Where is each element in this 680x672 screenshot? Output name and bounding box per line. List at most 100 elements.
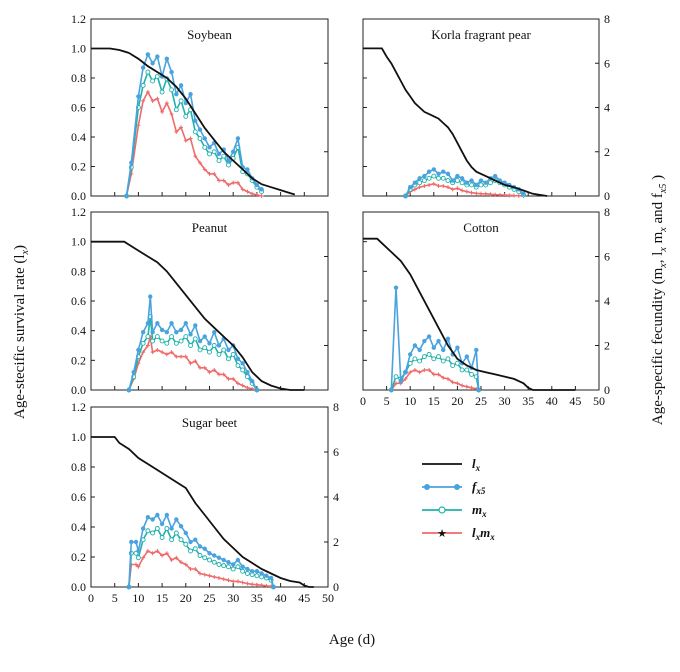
data-point-lxmx bbox=[240, 580, 245, 585]
data-point-lxmx bbox=[235, 579, 240, 584]
data-point-fx5 bbox=[455, 173, 460, 179]
data-point-fx5 bbox=[221, 557, 226, 563]
data-point-lxmx bbox=[193, 154, 198, 159]
y-tick-label: 1.2 bbox=[71, 12, 86, 26]
data-point-fx5 bbox=[183, 321, 188, 326]
data-point-fx5 bbox=[155, 54, 160, 59]
data-point-lxmx bbox=[207, 370, 212, 375]
data-point-fx5 bbox=[159, 327, 165, 333]
data-point-mx bbox=[145, 334, 151, 340]
data-point-lxmx bbox=[212, 574, 217, 579]
data-point-fx5 bbox=[245, 167, 250, 172]
data-point-fx5 bbox=[124, 193, 129, 199]
legend-marker bbox=[438, 506, 446, 514]
data-point-mx bbox=[230, 351, 236, 357]
data-point-lxmx bbox=[169, 350, 174, 355]
data-point-fx5 bbox=[164, 329, 170, 335]
data-point-lxmx bbox=[403, 376, 408, 381]
data-point-lxmx bbox=[516, 193, 521, 198]
data-point-mx bbox=[159, 338, 165, 344]
data-point-lxmx bbox=[245, 189, 250, 194]
panel-cotton: Cotton 0 2 4 6 8 0 5 10 15 20 25 30 35 40 45 50 bbox=[360, 205, 610, 408]
data-point-mx bbox=[183, 541, 189, 547]
data-point-lxmx bbox=[431, 181, 436, 186]
data-point-fx5 bbox=[235, 557, 241, 563]
data-point-mx bbox=[226, 356, 231, 362]
data-point-lxmx bbox=[145, 343, 150, 348]
data-point-fx5 bbox=[398, 378, 403, 384]
data-point-fx5 bbox=[436, 338, 441, 344]
data-point-lxmx bbox=[226, 182, 231, 187]
data-point-mx bbox=[436, 354, 441, 360]
data-point-fx5 bbox=[150, 517, 155, 522]
legend-label: mx bbox=[472, 502, 487, 519]
data-point-fx5 bbox=[469, 178, 474, 183]
data-point-fx5 bbox=[129, 539, 134, 545]
legend: lx fx5 mx ★ lxmx bbox=[422, 456, 495, 542]
data-point-fx5 bbox=[164, 512, 170, 518]
data-point-fx5 bbox=[197, 127, 203, 132]
y-tick-label: 0.0 bbox=[71, 383, 86, 397]
series-line-mx bbox=[128, 316, 258, 391]
y2-tick-label: 0 bbox=[604, 189, 610, 203]
data-point-fx5 bbox=[155, 321, 160, 326]
data-point-fx5 bbox=[174, 329, 179, 335]
data-point-fx5 bbox=[193, 323, 198, 328]
y-tick-label: 0.8 bbox=[71, 71, 86, 85]
data-point-lxmx bbox=[155, 347, 160, 352]
data-point-lxmx bbox=[150, 350, 155, 355]
x-tick-label: 15 bbox=[428, 394, 440, 408]
y-tick-label: 0.6 bbox=[71, 294, 86, 308]
data-point-lxmx bbox=[264, 583, 269, 588]
data-point-lxmx bbox=[188, 136, 193, 141]
legend-item: lx bbox=[422, 456, 481, 473]
data-point-mx bbox=[450, 363, 456, 368]
data-point-mx bbox=[188, 343, 193, 348]
data-point-fx5 bbox=[408, 352, 413, 357]
data-point-mx bbox=[436, 175, 441, 181]
data-point-mx bbox=[173, 530, 179, 536]
data-point-fx5 bbox=[254, 182, 260, 188]
data-point-mx bbox=[226, 162, 231, 168]
legend-marker bbox=[424, 484, 430, 490]
data-point-fx5 bbox=[231, 562, 236, 567]
data-point-fx5 bbox=[145, 52, 151, 57]
data-point-fx5 bbox=[150, 329, 155, 335]
plot-frame bbox=[90, 211, 329, 391]
y-tick-label: 0.8 bbox=[71, 460, 86, 474]
data-point-fx5 bbox=[216, 343, 222, 348]
y2-tick-label: 8 bbox=[604, 12, 610, 26]
data-point-fx5 bbox=[436, 171, 441, 177]
data-point-lxmx bbox=[193, 359, 198, 364]
data-point-lxmx bbox=[169, 558, 174, 562]
data-point-fx5 bbox=[202, 334, 207, 339]
data-point-mx bbox=[178, 98, 184, 104]
data-point-fx5 bbox=[188, 539, 193, 545]
data-point-fx5 bbox=[226, 347, 231, 353]
data-point-lxmx bbox=[174, 129, 179, 134]
data-point-fx5 bbox=[445, 336, 451, 342]
data-point-fx5 bbox=[202, 546, 207, 551]
data-point-fx5 bbox=[492, 173, 498, 179]
data-point-fx5 bbox=[131, 370, 136, 375]
legend-item: ★ lxmx bbox=[422, 525, 495, 542]
data-point-fx5 bbox=[478, 178, 484, 183]
data-point-fx5 bbox=[412, 180, 418, 185]
data-point-mx bbox=[159, 89, 165, 95]
data-point-fx5 bbox=[188, 92, 193, 97]
x-tick-label: 5 bbox=[384, 394, 390, 408]
data-point-mx bbox=[426, 351, 432, 357]
data-point-mx bbox=[140, 82, 146, 88]
data-point-lxmx bbox=[493, 192, 498, 197]
data-point-lxmx bbox=[231, 376, 236, 381]
data-point-fx5 bbox=[133, 539, 139, 545]
data-point-fx5 bbox=[140, 526, 146, 531]
data-point-fx5 bbox=[126, 387, 132, 393]
data-point-lxmx bbox=[216, 178, 221, 183]
data-point-mx bbox=[226, 564, 231, 570]
series-fx5 bbox=[126, 512, 276, 590]
series-line-mx bbox=[125, 70, 263, 197]
data-point-mx bbox=[216, 351, 222, 357]
data-point-lxmx bbox=[488, 192, 493, 197]
data-point-lxmx bbox=[412, 187, 417, 192]
